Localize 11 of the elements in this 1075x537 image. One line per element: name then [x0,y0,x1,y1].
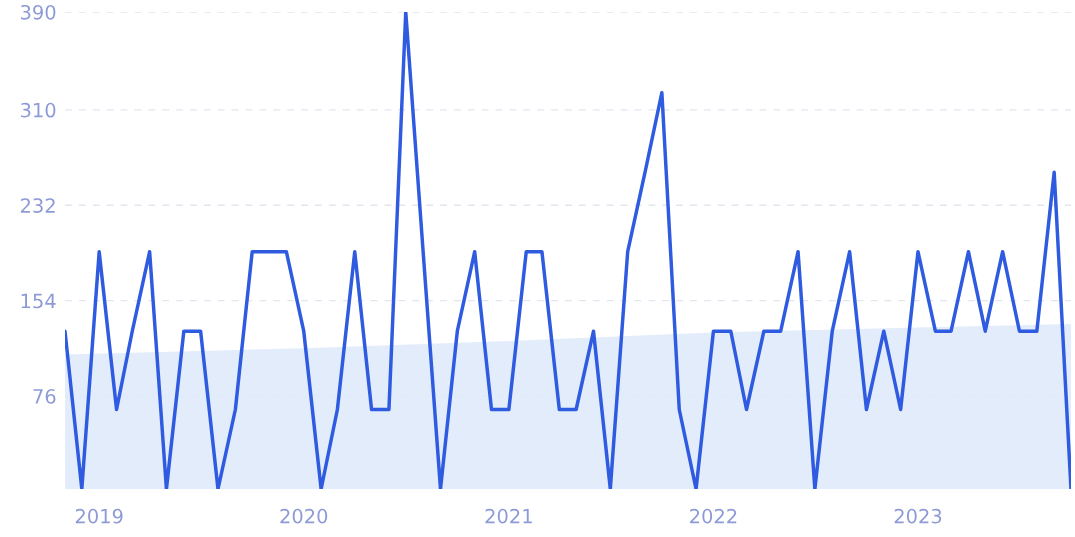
y-tick-label: 310 [21,102,56,118]
y-tick-label: 232 [20,198,55,213]
y-tick-label: 154 [21,293,56,309]
x-tick-label: 2021 [485,508,532,524]
line-series [65,12,1071,489]
x-tick-label: 2022 [690,508,737,524]
y-tick-label: 76 [33,389,56,404]
x-tick-label: 2023 [894,508,942,524]
x-tick-label: 2019 [75,508,123,524]
x-tick-label: 2020 [280,508,328,524]
y-tick-label: 390 [21,4,56,20]
